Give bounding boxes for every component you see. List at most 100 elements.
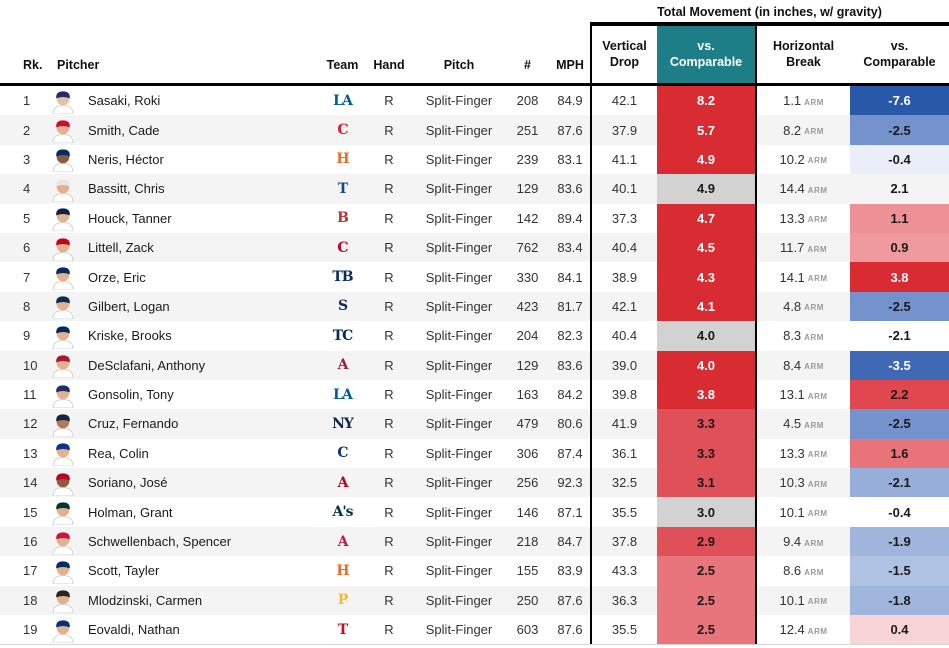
pitcher-name[interactable]: Sasaki, Roki — [88, 86, 320, 116]
rank-cell: 16 — [0, 526, 38, 557]
hand-cell: R — [365, 438, 413, 469]
team-logo: C — [320, 438, 365, 469]
table-row: 19 Eovaldi, Nathan T R Split-Finger 603 … — [0, 615, 949, 645]
horizontal-break-cell: 8.3 ARM — [757, 321, 850, 351]
horizontal-break-cell: 13.3 ARM — [757, 203, 850, 233]
horizontal-break-cell: 10.1 ARM — [757, 497, 850, 527]
team-logo: A — [320, 350, 365, 380]
pitcher-name[interactable]: Schwellenbach, Spencer — [88, 526, 320, 557]
column-header-vertical-drop[interactable]: Vertical Drop — [590, 24, 657, 83]
pitcher-name[interactable]: DeSclafani, Anthony — [88, 350, 320, 380]
pitch-type-cell: Split-Finger — [413, 438, 505, 469]
horizontal-break-cell: 14.4 ARM — [757, 174, 850, 204]
horizontal-break-cell: 14.1 ARM — [757, 262, 850, 292]
mph-cell: 80.6 — [550, 409, 590, 439]
horizontal-break-value: 14.1 — [779, 269, 805, 285]
team-logo: T — [320, 174, 365, 204]
vs-comparable-horizontal-cell: 1.6 — [850, 438, 949, 469]
vertical-drop-cell: 37.3 — [590, 203, 657, 233]
vs-comparable-vertical-cell: 2.5 — [657, 585, 757, 616]
column-header-vs-comparable-vertical[interactable]: vs. Comparable — [657, 24, 757, 83]
pitcher-name[interactable]: Eovaldi, Nathan — [88, 615, 320, 645]
vs-comparable-vertical-cell: 3.3 — [657, 409, 757, 439]
team-logo: A — [320, 526, 365, 557]
pitch-count-cell: 306 — [505, 438, 550, 469]
pitcher-name[interactable]: Scott, Tayler — [88, 556, 320, 586]
pitcher-name[interactable]: Kriske, Brooks — [88, 321, 320, 351]
horizontal-break-value: 11.7 — [779, 240, 805, 256]
pitcher-name[interactable]: Bassitt, Chris — [88, 174, 320, 204]
team-logo-text: P — [337, 592, 348, 609]
pitcher-name[interactable]: Soriano, José — [88, 468, 320, 498]
pitcher-name[interactable]: Littell, Zack — [88, 232, 320, 263]
hand-cell: R — [365, 291, 413, 322]
pitch-type-cell: Split-Finger — [413, 115, 505, 145]
vs-comparable-horizontal-cell: -2.5 — [850, 291, 949, 322]
vs-comparable-horizontal-cell: 0.4 — [850, 615, 949, 645]
vs-comparable-vertical-cell: 4.3 — [657, 262, 757, 292]
player-avatar — [38, 174, 88, 204]
pitcher-name[interactable]: Cruz, Fernando — [88, 409, 320, 439]
pitcher-name[interactable]: Mlodzinski, Carmen — [88, 585, 320, 616]
team-logo-text: LA — [333, 386, 353, 403]
horizontal-break-cell: 13.1 ARM — [757, 379, 850, 410]
column-header-team[interactable]: Team — [326, 58, 359, 73]
column-header-horizontal-break[interactable]: Horizontal Break — [757, 24, 850, 83]
column-header-rank[interactable]: Rk. — [23, 58, 43, 73]
column-header-count[interactable]: # — [524, 58, 531, 73]
pitch-count-cell: 218 — [505, 526, 550, 557]
rank-cell: 2 — [0, 115, 38, 145]
pitcher-name[interactable]: Neris, Héctor — [88, 144, 320, 175]
horizontal-break-value: 8.2 — [783, 122, 802, 138]
mph-cell: 82.3 — [550, 321, 590, 351]
horizontal-break-cell: 9.4 ARM — [757, 526, 850, 557]
rank-cell: 5 — [0, 203, 38, 233]
arm-side-label: ARM — [807, 391, 828, 401]
pitcher-name[interactable]: Smith, Cade — [88, 115, 320, 145]
table-row: 17 Scott, Tayler H R Split-Finger 155 83… — [0, 556, 949, 586]
pitch-count-cell: 251 — [505, 115, 550, 145]
table-row: 8 Gilbert, Logan S R Split-Finger 423 81… — [0, 291, 949, 322]
horizontal-break-value: 13.3 — [779, 445, 805, 461]
pitch-type-cell: Split-Finger — [413, 409, 505, 439]
column-header-hand[interactable]: Hand — [373, 58, 405, 73]
pitcher-name[interactable]: Gilbert, Logan — [88, 291, 320, 322]
team-logo: LA — [320, 86, 365, 116]
pitcher-name[interactable]: Gonsolin, Tony — [88, 379, 320, 410]
pitch-type-cell: Split-Finger — [413, 144, 505, 175]
table-row: 14 Soriano, José A R Split-Finger 256 92… — [0, 468, 949, 498]
team-logo: C — [320, 115, 365, 145]
vs-comparable-horizontal-cell: -0.4 — [850, 144, 949, 175]
horizontal-break-cell: 8.6 ARM — [757, 556, 850, 586]
player-avatar — [38, 115, 88, 145]
pitch-count-cell: 603 — [505, 615, 550, 645]
pitcher-name[interactable]: Holman, Grant — [88, 497, 320, 527]
column-header-mph[interactable]: MPH — [556, 58, 584, 73]
rank-cell: 1 — [0, 86, 38, 116]
column-header-pitch[interactable]: Pitch — [443, 58, 475, 73]
horizontal-break-value: 4.8 — [783, 298, 802, 314]
vs-comparable-horizontal-cell: 3.8 — [850, 262, 949, 292]
rank-cell: 12 — [0, 409, 38, 439]
horizontal-break-cell: 10.2 ARM — [757, 144, 850, 175]
hand-cell: R — [365, 526, 413, 557]
table-row: 1 Sasaki, Roki LA R Split-Finger 208 84.… — [0, 86, 949, 116]
column-header-vs-comparable-horizontal[interactable]: vs. Comparable — [850, 24, 949, 83]
pitcher-name[interactable]: Rea, Colin — [88, 438, 320, 469]
vertical-drop-cell: 37.9 — [590, 115, 657, 145]
vertical-drop-cell: 38.9 — [590, 262, 657, 292]
vs-comparable-horizontal-cell: -2.1 — [850, 468, 949, 498]
column-header-row: Rk. Pitcher Team Hand Pitch # MPH Vertic… — [0, 24, 949, 86]
arm-side-label: ARM — [804, 127, 824, 137]
pitcher-name[interactable]: Houck, Tanner — [88, 203, 320, 233]
pitch-count-cell: 423 — [505, 291, 550, 322]
table-row: 18 Mlodzinski, Carmen P R Split-Finger 2… — [0, 585, 949, 616]
team-logo: TC — [320, 321, 365, 351]
hand-cell: R — [365, 379, 413, 410]
column-header-pitcher[interactable]: Pitcher — [57, 58, 100, 73]
pitch-count-cell: 256 — [505, 468, 550, 498]
vertical-drop-cell: 36.3 — [590, 585, 657, 616]
arm-side-label: ARM — [807, 509, 828, 519]
mph-cell: 89.4 — [550, 203, 590, 233]
pitcher-name[interactable]: Orze, Eric — [88, 262, 320, 292]
